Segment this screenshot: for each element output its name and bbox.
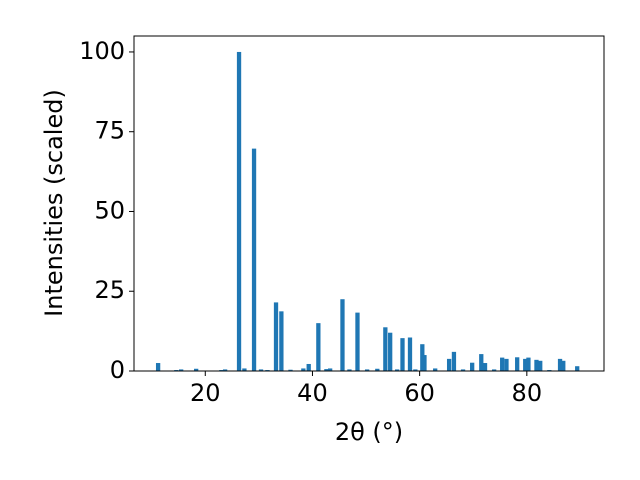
bar — [301, 368, 306, 371]
bar — [258, 369, 264, 371]
x-tick-label: 60 — [404, 379, 435, 407]
bar — [388, 332, 393, 371]
bar — [491, 369, 497, 371]
bar — [242, 368, 247, 371]
bar — [324, 369, 329, 371]
bar — [340, 299, 345, 371]
bar — [433, 368, 438, 371]
x-tick-label: 80 — [512, 379, 543, 407]
bar — [279, 311, 284, 371]
bar — [482, 363, 488, 371]
x-axis-label: 2θ (°) — [335, 418, 403, 446]
bar — [460, 369, 466, 371]
plot-frame — [133, 35, 605, 372]
bar — [422, 355, 427, 371]
bar — [364, 369, 370, 371]
bar — [383, 327, 388, 371]
y-tick-label: 100 — [79, 37, 125, 65]
x-tick-label: 40 — [297, 379, 328, 407]
bar — [155, 363, 161, 371]
bar — [400, 338, 405, 371]
y-tick-label: 25 — [94, 276, 125, 304]
bar — [273, 302, 279, 371]
bar — [538, 360, 543, 371]
bar — [355, 312, 360, 371]
bar — [194, 368, 199, 371]
y-tick-label: 75 — [94, 117, 125, 145]
bar — [515, 357, 520, 371]
x-tick-label: 20 — [190, 379, 221, 407]
y-tick-label: 50 — [94, 196, 125, 224]
bar — [504, 358, 509, 371]
bar — [251, 148, 257, 371]
bar — [557, 358, 563, 371]
y-axis-label: Intensities (scaled) — [40, 89, 68, 317]
bar — [526, 357, 531, 371]
bar — [394, 369, 400, 371]
bar — [470, 362, 475, 371]
bar — [561, 360, 566, 371]
bar — [407, 337, 413, 371]
y-tick-label: 0 — [110, 356, 125, 384]
bar — [222, 369, 228, 371]
bar — [500, 357, 505, 371]
bar — [236, 51, 242, 371]
bar — [446, 358, 452, 371]
bar — [451, 351, 457, 371]
bar — [413, 369, 418, 371]
bar — [306, 363, 311, 371]
bar — [288, 369, 293, 371]
bar — [479, 354, 484, 371]
bar — [575, 366, 580, 371]
bar — [375, 368, 380, 371]
bar — [328, 368, 333, 371]
bar — [347, 369, 352, 371]
bar — [523, 358, 528, 371]
bar — [316, 323, 321, 371]
bar — [179, 369, 184, 371]
bar — [534, 359, 539, 371]
